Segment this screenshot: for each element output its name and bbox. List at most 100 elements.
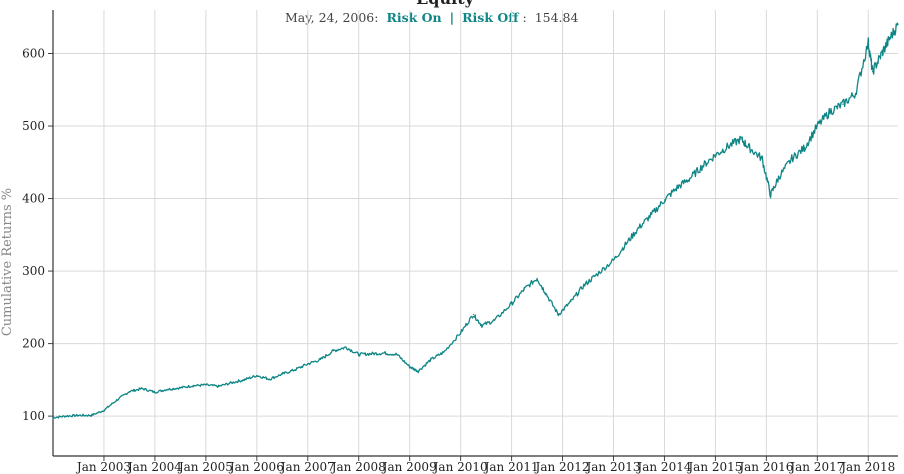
data-point [625,242,627,245]
tooltip-series-b: Risk Off [462,10,519,25]
y-tick-label: 400 [22,192,45,206]
equity-series-line [52,22,899,419]
data-point [307,363,309,365]
grid [53,10,898,456]
data-point [494,319,496,321]
data-point [761,158,763,160]
data-point [430,358,432,361]
data-point [791,158,793,160]
x-tick-label: Jan 2009 [381,460,437,474]
data-point [417,370,419,372]
data-point [842,103,844,105]
data-point [612,259,615,261]
x-tick-label: Jan 2013 [584,460,640,474]
tooltip-separator: | [450,10,455,25]
data-point [192,385,194,387]
y-axis-label: Cumulative Returns % [0,188,15,336]
data-point [583,285,585,287]
data-point [167,388,169,390]
data-point [595,274,598,276]
data-point [345,346,347,348]
x-tick-label: Jan 2005 [177,460,233,474]
data-point [816,125,818,127]
data-point [663,199,666,201]
y-tick-label: 300 [22,264,45,278]
data-point [888,38,891,40]
data-point [256,374,258,377]
data-point [383,352,385,354]
data-point [65,415,67,417]
y-tick-label: 500 [22,119,45,133]
data-point [871,71,874,73]
data-point [804,147,806,149]
data-point [319,358,322,361]
tooltip-suffix: : [523,10,527,25]
x-tick-label: Jan 2011 [483,460,539,474]
data-point [740,138,742,140]
data-point [778,176,780,178]
data-point [128,390,130,393]
data-point [727,145,729,147]
data-point [281,373,283,375]
data-point [179,387,181,389]
y-tick-label: 200 [22,337,45,351]
data-point [702,165,704,167]
data-point [748,147,751,149]
data-point [854,92,857,94]
x-tick-label: Jan 2008 [330,460,386,474]
tooltip-series-a: Risk On [386,10,441,25]
data-point [481,324,483,327]
data-point [638,227,640,229]
tooltip-value: 154.84 [535,10,579,25]
x-tick-label: Jan 2014 [635,460,691,474]
x-tick-label: Jan 2015 [686,460,742,474]
tooltip-date: May, 24, 2006: [285,10,378,25]
data-point [294,369,296,371]
data-point [358,353,360,356]
data-point [396,353,398,356]
data-point [545,292,547,294]
x-tick-label: Jan 2016 [737,460,793,474]
data-point [218,385,220,387]
x-tick-label: Jan 2004 [126,460,182,474]
data-point [90,414,92,416]
data-point [770,194,772,196]
data-point [714,154,717,156]
data-point [897,23,899,26]
y-tick-label: 600 [22,47,45,61]
data-point [269,378,271,380]
chart-title: Equity [416,0,474,8]
x-tick-label: Jan 2007 [279,460,335,474]
data-point [557,314,559,316]
data-point [409,366,411,368]
x-tick-label: Jan 2010 [432,460,488,474]
data-point [523,288,525,290]
x-tick-label: Jan 2003 [75,460,131,474]
data-point [867,42,869,44]
data-point [460,332,462,334]
x-tick-label: Jan 2017 [788,460,844,474]
data-point [511,303,513,305]
data-point [472,314,474,316]
data-point [880,54,882,56]
data-point [689,177,691,179]
data-point [103,409,105,411]
data-point [570,300,572,303]
x-tick-label: Jan 2018 [839,460,895,474]
data-point [332,350,334,352]
data-point [154,391,156,393]
data-point [651,213,653,216]
data-point [205,384,207,386]
data-point [116,399,118,401]
data-point [243,379,245,381]
y-tick-label: 100 [22,409,45,423]
data-point [370,353,373,355]
tooltip-readout: May, 24, 2006: Risk On | Risk Off : 154.… [285,10,578,25]
data-point [829,110,831,113]
data-point [77,414,80,416]
data-point [676,187,678,189]
data-point [141,388,143,390]
data-point [52,417,54,419]
data-point [536,277,538,279]
